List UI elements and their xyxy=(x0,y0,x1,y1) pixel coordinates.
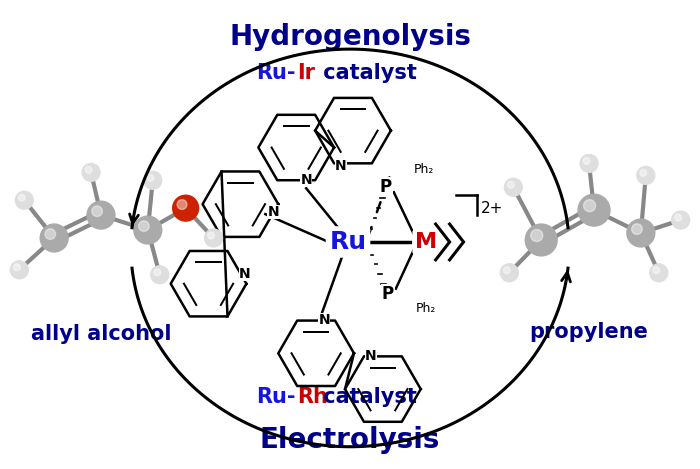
Text: allyl alcohol: allyl alcohol xyxy=(31,325,172,344)
Circle shape xyxy=(525,224,557,256)
Circle shape xyxy=(82,163,100,182)
Text: propylene: propylene xyxy=(530,323,648,342)
Text: N: N xyxy=(335,159,346,174)
Circle shape xyxy=(147,174,154,181)
Circle shape xyxy=(505,178,522,196)
Text: catalyst: catalyst xyxy=(316,387,417,407)
Circle shape xyxy=(583,158,590,164)
Circle shape xyxy=(503,267,510,274)
Circle shape xyxy=(87,201,115,229)
Circle shape xyxy=(640,169,647,176)
Text: P: P xyxy=(382,285,394,303)
Circle shape xyxy=(10,261,28,279)
Circle shape xyxy=(40,224,68,252)
Text: Ru: Ru xyxy=(330,230,367,254)
Circle shape xyxy=(15,191,34,209)
Text: Hydrogenolysis: Hydrogenolysis xyxy=(229,23,471,51)
Circle shape xyxy=(150,266,169,284)
Text: N: N xyxy=(318,313,330,327)
Circle shape xyxy=(578,194,610,226)
Circle shape xyxy=(672,211,690,229)
Text: N: N xyxy=(300,174,312,187)
Text: N: N xyxy=(267,205,279,219)
Circle shape xyxy=(173,195,199,221)
Circle shape xyxy=(500,264,518,282)
Circle shape xyxy=(531,229,542,242)
Circle shape xyxy=(631,224,642,234)
Text: P: P xyxy=(380,178,392,197)
Circle shape xyxy=(650,264,668,282)
Text: N: N xyxy=(239,267,250,281)
Circle shape xyxy=(508,182,514,188)
Circle shape xyxy=(144,171,162,189)
Circle shape xyxy=(134,216,162,244)
Circle shape xyxy=(637,166,654,184)
Text: N: N xyxy=(365,349,377,363)
Circle shape xyxy=(13,264,20,271)
Circle shape xyxy=(177,200,187,210)
Circle shape xyxy=(208,232,214,239)
Text: catalyst: catalyst xyxy=(316,63,417,83)
Circle shape xyxy=(627,219,655,247)
Circle shape xyxy=(92,206,102,217)
Text: Ph₂: Ph₂ xyxy=(416,302,436,315)
Circle shape xyxy=(580,154,598,173)
Circle shape xyxy=(139,221,149,231)
Circle shape xyxy=(85,166,92,173)
Circle shape xyxy=(45,229,55,239)
Text: 2+: 2+ xyxy=(480,201,503,216)
Text: Ph₂: Ph₂ xyxy=(414,163,434,176)
Text: Rh: Rh xyxy=(298,387,328,407)
Text: Ru-: Ru- xyxy=(256,63,295,83)
Text: Electrolysis: Electrolysis xyxy=(260,426,440,454)
Text: Ir: Ir xyxy=(298,63,315,83)
Circle shape xyxy=(154,269,161,276)
Circle shape xyxy=(18,194,25,201)
Circle shape xyxy=(653,267,659,274)
Circle shape xyxy=(584,200,596,212)
Circle shape xyxy=(675,214,682,221)
Circle shape xyxy=(204,229,223,247)
Text: M: M xyxy=(414,232,437,252)
Text: Ru-: Ru- xyxy=(256,387,295,407)
